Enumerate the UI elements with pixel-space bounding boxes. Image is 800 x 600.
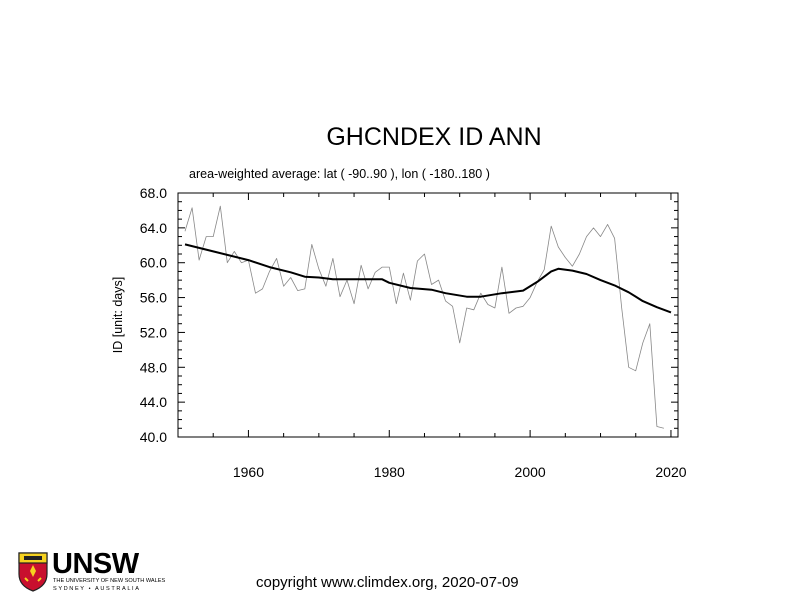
chart-title: GHCNDEX ID ANN bbox=[326, 123, 541, 151]
y-axis-label: ID [unit: days] bbox=[111, 277, 125, 353]
chart-subtitle: area-weighted average: lat ( -90..90 ), … bbox=[189, 167, 490, 181]
logo-wordmark: UNSW bbox=[52, 548, 139, 580]
copyright-text: copyright www.climdex.org, 2020-07-09 bbox=[256, 574, 519, 591]
axis-ticks bbox=[177, 192, 678, 438]
x-tick-label: 2000 bbox=[515, 464, 546, 480]
plot-frame bbox=[177, 192, 679, 438]
y-tick-label: 56.0 bbox=[140, 290, 167, 306]
x-tick-label: 1960 bbox=[233, 464, 264, 480]
series-layer bbox=[184, 205, 672, 429]
series-annual-line bbox=[184, 205, 664, 429]
crest-icon bbox=[18, 552, 48, 592]
y-tick-label: 68.0 bbox=[140, 185, 167, 201]
y-tick-label: 60.0 bbox=[140, 255, 167, 271]
logo-subtitle-1: THE UNIVERSITY OF NEW SOUTH WALES bbox=[53, 578, 166, 584]
y-tick-label: 44.0 bbox=[140, 394, 167, 410]
tick-labels: 1960 1980 2000 2020 40.0 44.0 48.0 52.0 56.0 60.0… bbox=[140, 185, 687, 480]
x-tick-label: 2020 bbox=[655, 464, 686, 480]
y-tick-label: 48.0 bbox=[140, 359, 167, 375]
x-tick-label: 1980 bbox=[374, 464, 405, 480]
y-tick-label: 64.0 bbox=[140, 220, 167, 236]
unsw-logo: UNSW THE UNIVERSITY OF NEW SOUTH WALES S… bbox=[18, 548, 165, 596]
y-tick-label: 40.0 bbox=[140, 429, 167, 445]
logo-subtitle-2: SYDNEY • AUSTRALIA bbox=[53, 586, 141, 592]
series-smoothed-line bbox=[184, 243, 672, 314]
y-tick-label: 52.0 bbox=[140, 324, 167, 340]
